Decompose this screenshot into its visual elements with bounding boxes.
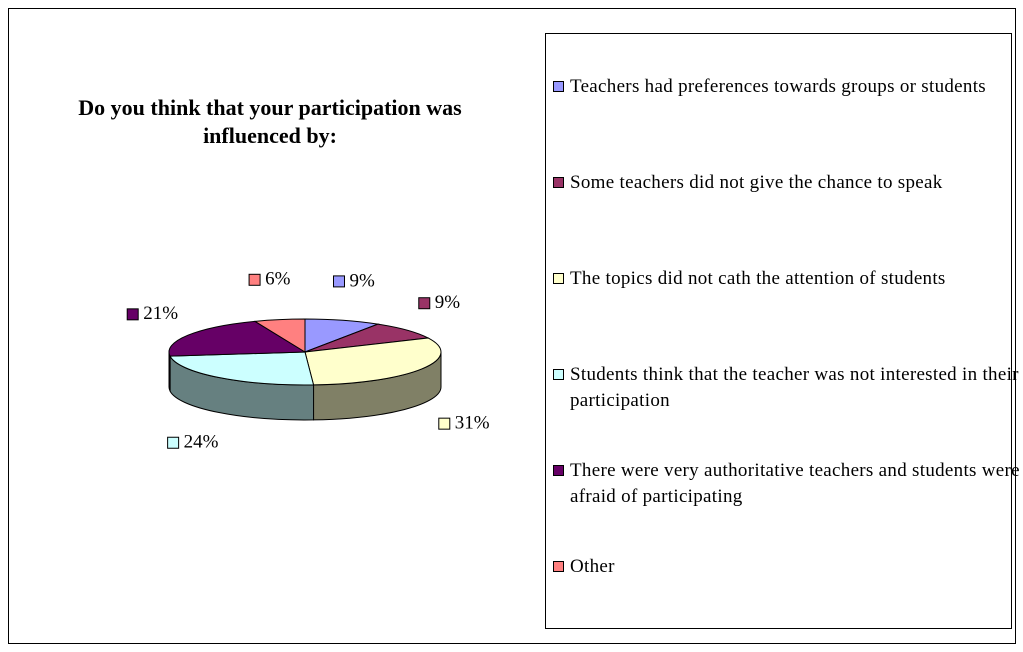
legend-item: Students think that the teacher was not … xyxy=(553,362,1023,414)
data-label: 9% xyxy=(435,292,461,313)
chart-border xyxy=(8,8,1016,644)
pie-slice xyxy=(253,318,306,353)
legend-label: There were very authoritative teachers a… xyxy=(570,460,1020,507)
pie-side xyxy=(168,351,171,392)
legend-item: Teachers had preferences towards groups … xyxy=(553,74,1023,100)
legend-label: Some teachers did not give the chance to… xyxy=(570,172,943,193)
data-label: 31% xyxy=(455,413,490,434)
label-swatch xyxy=(438,417,451,430)
pie-slice xyxy=(168,320,307,357)
legend-swatch xyxy=(553,81,564,92)
chart-title: Do you think that your participation was… xyxy=(78,95,462,148)
data-label: 21% xyxy=(143,303,178,324)
data-label: 9% xyxy=(349,270,375,291)
data-label: 24% xyxy=(184,432,219,453)
legend-border xyxy=(545,33,1012,629)
label-swatch xyxy=(126,308,139,321)
label-swatch xyxy=(418,297,431,310)
legend-swatch xyxy=(553,561,564,572)
label-swatch xyxy=(332,275,345,288)
legend-item: There were very authoritative teachers a… xyxy=(553,458,1023,510)
pie-slice xyxy=(304,337,442,386)
label-swatch xyxy=(167,436,180,449)
data-label: 6% xyxy=(265,269,291,290)
legend-swatch xyxy=(553,273,564,284)
label-swatch xyxy=(248,273,261,286)
legend-item: Other xyxy=(553,554,1023,580)
legend-label: The topics did not cath the attention of… xyxy=(570,268,946,289)
legend-item: Some teachers did not give the chance to… xyxy=(553,170,1023,196)
legend-label: Students think that the teacher was not … xyxy=(570,364,1019,411)
legend-swatch xyxy=(553,369,564,380)
legend-item: The topics did not cath the attention of… xyxy=(553,266,1023,292)
legend-label: Teachers had preferences towards groups … xyxy=(570,76,986,97)
legend-label: Other xyxy=(570,556,615,577)
pie-slice xyxy=(169,351,315,386)
legend-swatch xyxy=(553,177,564,188)
legend-swatch xyxy=(553,465,564,476)
